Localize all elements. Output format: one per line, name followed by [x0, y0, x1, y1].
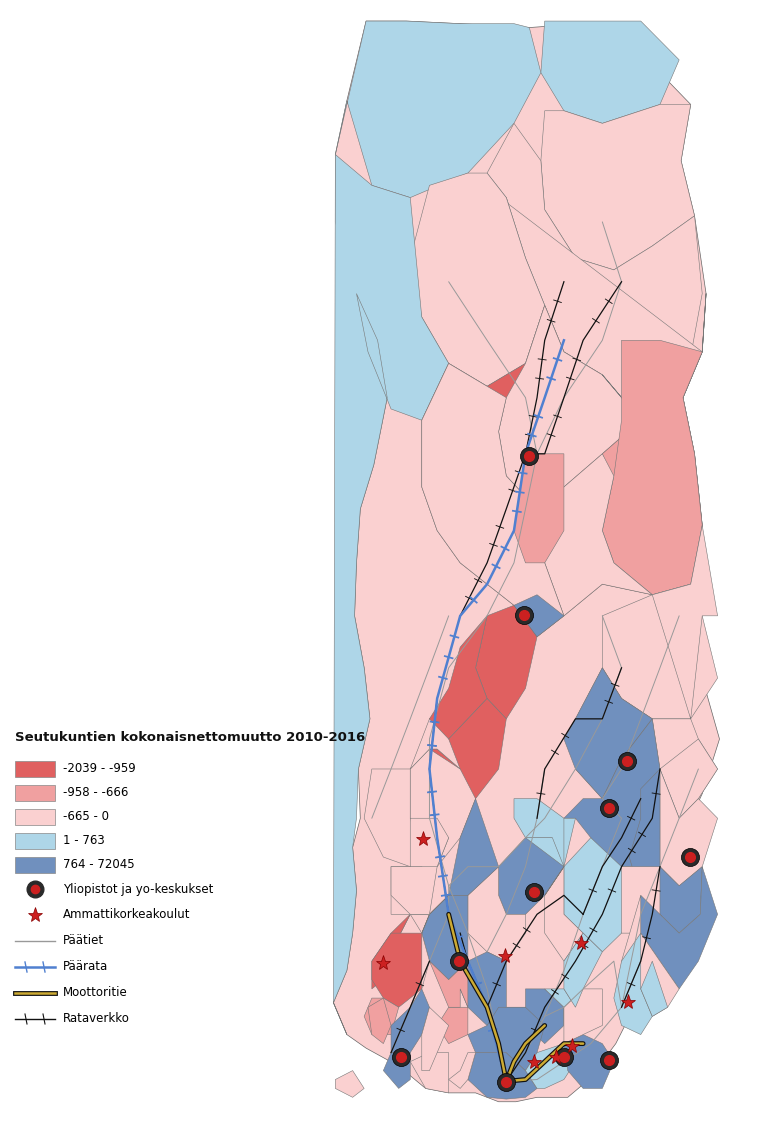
Polygon shape	[391, 867, 429, 914]
Polygon shape	[621, 895, 679, 1016]
Polygon shape	[476, 605, 537, 719]
Text: Päärata: Päärata	[63, 961, 109, 973]
Polygon shape	[564, 719, 679, 867]
Polygon shape	[383, 1052, 410, 1088]
Polygon shape	[410, 173, 545, 386]
Polygon shape	[630, 769, 702, 934]
Polygon shape	[410, 668, 506, 769]
Polygon shape	[448, 699, 506, 798]
Polygon shape	[461, 952, 506, 1025]
Polygon shape	[660, 739, 718, 819]
Polygon shape	[368, 998, 391, 1043]
Text: Seutukuntien kokonaisnettomuutto 2010-2016: Seutukuntien kokonaisnettomuutto 2010-20…	[15, 730, 365, 744]
Polygon shape	[422, 1007, 448, 1070]
Polygon shape	[499, 838, 564, 914]
Polygon shape	[564, 668, 653, 798]
Polygon shape	[391, 838, 448, 914]
Polygon shape	[487, 123, 702, 420]
Polygon shape	[653, 525, 718, 819]
Polygon shape	[526, 819, 575, 895]
Bar	[15, 785, 55, 800]
Polygon shape	[602, 584, 718, 719]
Polygon shape	[514, 989, 564, 1043]
Polygon shape	[468, 173, 706, 420]
Polygon shape	[391, 914, 429, 989]
Polygon shape	[541, 21, 679, 123]
Text: 764 - 72045: 764 - 72045	[63, 858, 135, 872]
Polygon shape	[335, 21, 541, 198]
Polygon shape	[422, 798, 499, 934]
Polygon shape	[437, 1007, 468, 1043]
Polygon shape	[410, 819, 448, 867]
Polygon shape	[334, 21, 720, 1102]
Text: Ammattikorkeakoulut: Ammattikorkeakoulut	[63, 909, 190, 921]
Polygon shape	[422, 364, 564, 637]
Bar	[15, 809, 55, 825]
Polygon shape	[564, 934, 602, 1007]
Polygon shape	[422, 305, 702, 637]
Text: Yliopistot ja yo-keskukset: Yliopistot ja yo-keskukset	[63, 883, 213, 895]
Polygon shape	[372, 934, 422, 1007]
Polygon shape	[564, 989, 602, 1043]
Polygon shape	[429, 615, 487, 739]
Polygon shape	[614, 934, 653, 1034]
Polygon shape	[429, 668, 506, 769]
Polygon shape	[391, 989, 429, 1052]
Polygon shape	[602, 294, 706, 595]
Polygon shape	[335, 1070, 364, 1097]
Polygon shape	[641, 867, 718, 989]
Polygon shape	[429, 961, 468, 1007]
Polygon shape	[468, 1052, 537, 1100]
Text: -665 - 0: -665 - 0	[63, 811, 109, 823]
Polygon shape	[564, 1034, 614, 1088]
Polygon shape	[537, 454, 653, 615]
Text: Päätiet: Päätiet	[63, 935, 104, 947]
Polygon shape	[514, 454, 564, 563]
Polygon shape	[545, 989, 575, 1025]
Polygon shape	[660, 769, 718, 886]
Polygon shape	[487, 1007, 526, 1025]
Polygon shape	[364, 998, 399, 1034]
Polygon shape	[372, 914, 410, 989]
Polygon shape	[545, 867, 583, 961]
Polygon shape	[448, 1052, 476, 1088]
Polygon shape	[422, 895, 468, 980]
Polygon shape	[602, 352, 702, 595]
Polygon shape	[468, 1007, 545, 1070]
Text: -958 - -666: -958 - -666	[63, 787, 129, 799]
Polygon shape	[410, 1052, 448, 1093]
Text: Rataverkko: Rataverkko	[63, 1013, 130, 1025]
Polygon shape	[621, 867, 660, 934]
Polygon shape	[334, 155, 448, 1034]
Polygon shape	[499, 305, 641, 509]
Polygon shape	[526, 1043, 575, 1088]
Polygon shape	[514, 595, 564, 637]
Text: 1 - 763: 1 - 763	[63, 834, 105, 848]
Bar	[15, 833, 55, 849]
Polygon shape	[575, 668, 653, 798]
Bar	[15, 761, 55, 777]
Polygon shape	[468, 867, 526, 961]
Polygon shape	[541, 105, 695, 270]
Text: -2039 - -959: -2039 - -959	[63, 762, 135, 776]
Text: Moottoritie: Moottoritie	[63, 987, 128, 999]
Bar	[15, 857, 55, 873]
Polygon shape	[410, 749, 461, 838]
Polygon shape	[514, 798, 564, 867]
Polygon shape	[410, 739, 487, 867]
Polygon shape	[564, 838, 641, 952]
Polygon shape	[641, 961, 668, 1016]
Polygon shape	[364, 769, 429, 867]
